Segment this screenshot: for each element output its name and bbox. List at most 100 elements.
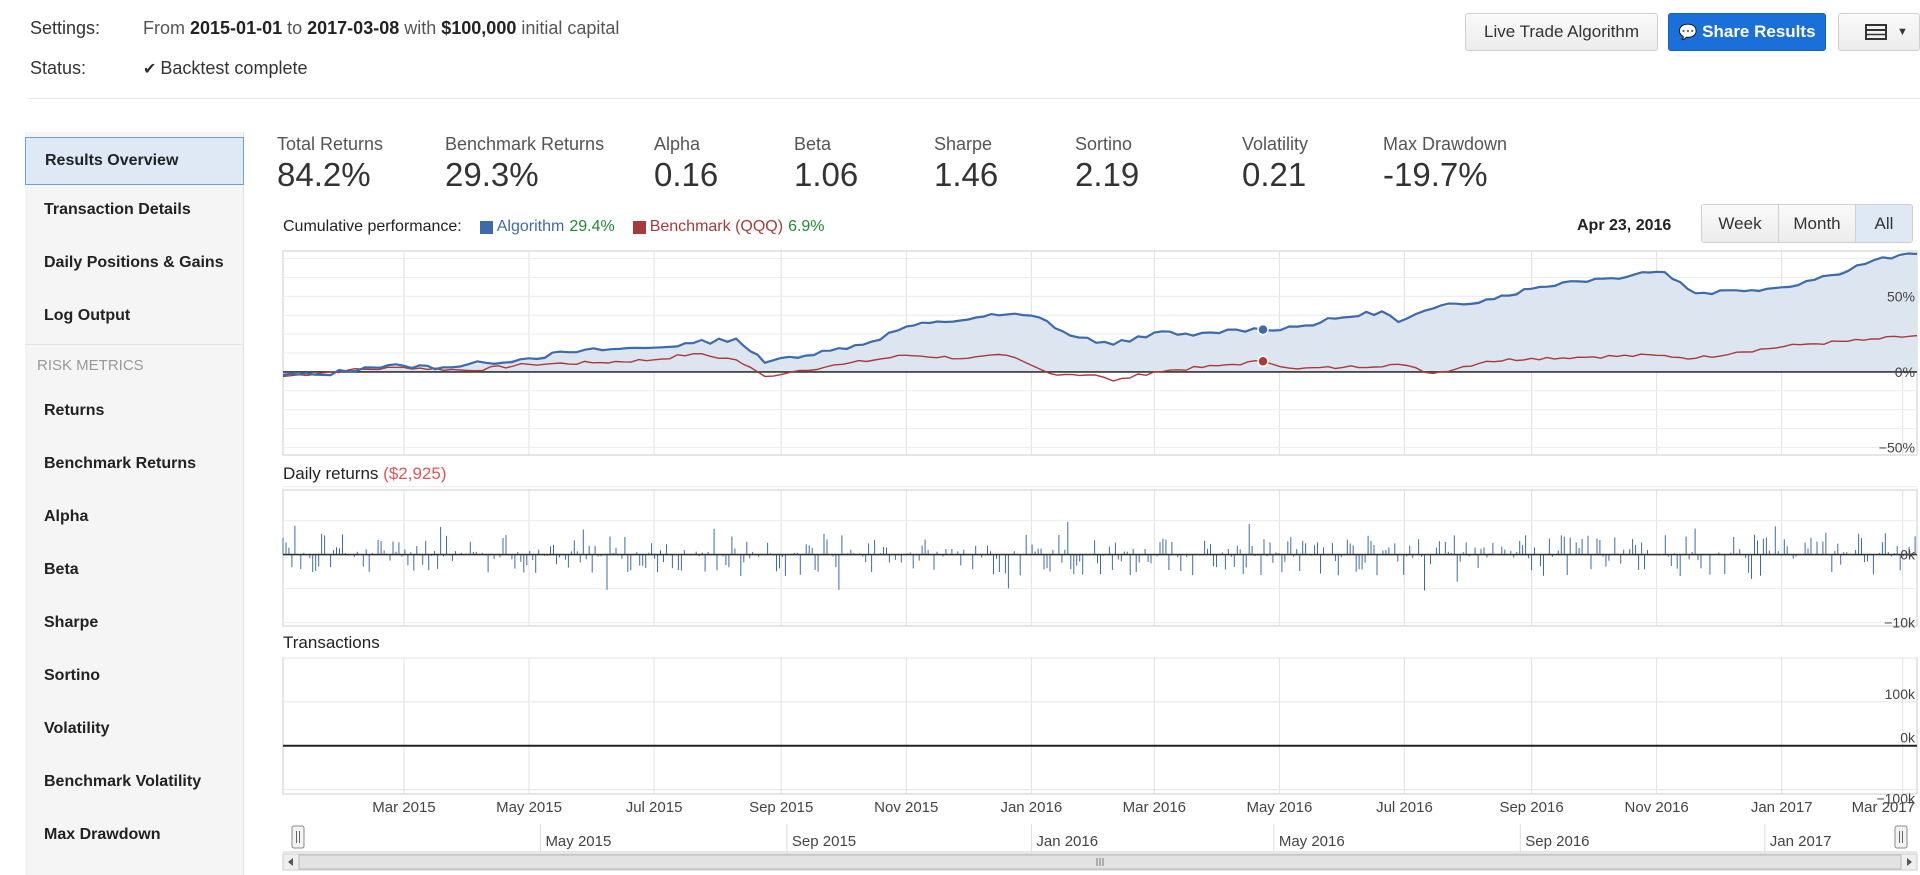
scroll-left-arrow-icon[interactable] <box>288 858 293 866</box>
x-axis-tick: Jan 2017 <box>1751 799 1813 816</box>
sidebar-item-beta[interactable]: Beta <box>44 561 79 578</box>
sidebar-item-volatility[interactable]: Volatility <box>44 720 110 737</box>
chevron-down-icon: ▼ <box>1897 26 1908 38</box>
metric-label: Total Returns <box>277 134 384 154</box>
daily-returns-label: Daily returns <box>283 464 379 483</box>
daily-returns-value: ($2,925) <box>383 464 447 483</box>
metric-beta: Beta 1.06 <box>794 134 858 194</box>
cumulative-y-tick: 0% <box>1895 364 1915 380</box>
x-axis-tick: May 2016 <box>1246 799 1312 816</box>
sidebar-item-sortino[interactable]: Sortino <box>44 667 100 684</box>
daily-returns-y-tick: 0k <box>1900 547 1916 563</box>
metric-alpha: Alpha 0.16 <box>654 134 718 194</box>
algorithm-line <box>282 252 1918 377</box>
navigator-tick: May 2016 <box>1279 833 1345 850</box>
metric-value: 0.21 <box>1242 156 1307 193</box>
chat-bubbles-icon: 💬 <box>1678 24 1698 41</box>
x-axis-tick: Jul 2015 <box>626 799 683 816</box>
legend-benchmark-value: 6.9% <box>788 218 825 235</box>
x-axis-tick: Mar 2015 <box>372 799 435 816</box>
sidebar-item-transaction-details[interactable]: Transaction Details <box>44 201 191 218</box>
metric-label: Sortino <box>1075 134 1133 154</box>
cumulative-y-tick: −50% <box>1879 439 1915 455</box>
x-axis-tick: May 2015 <box>496 799 562 816</box>
range-month-button[interactable]: Month <box>1779 205 1856 242</box>
scroll-right-arrow-icon[interactable] <box>1907 858 1912 866</box>
transactions-y-tick: −100k <box>1876 791 1916 807</box>
sidebar: Results Overview Transaction Details Daily… <box>25 132 244 875</box>
navigator-left-handle[interactable] <box>291 825 305 849</box>
x-axis-tick: Mar 2017 <box>1852 799 1915 816</box>
legend-algorithm-name[interactable]: Algorithm <box>496 218 565 235</box>
sidebar-item-sharpe[interactable]: Sharpe <box>44 614 99 631</box>
algorithm-hover-marker <box>1257 323 1269 336</box>
table-menu-icon <box>1865 24 1887 40</box>
navigator-tick: Sep 2015 <box>792 833 856 850</box>
metric-label: Beta <box>794 134 832 154</box>
x-axis-tick: Nov 2015 <box>874 799 938 816</box>
range-all-button[interactable]: All <box>1856 205 1912 242</box>
start-date: 2015-01-01 <box>190 18 283 38</box>
chart-panel-3 <box>282 657 1918 795</box>
sidebar-item-alpha[interactable]: Alpha <box>44 508 89 525</box>
sidebar-item-returns[interactable]: Returns <box>44 402 105 419</box>
x-axis-tick: Mar 2016 <box>1123 799 1186 816</box>
risk-metrics-heading: RISK METRICS <box>37 357 144 374</box>
navigator-right-handle[interactable] <box>1894 825 1908 849</box>
metric-value: 84.2% <box>277 156 371 193</box>
sidebar-item-benchmark-volatility[interactable]: Benchmark Volatility <box>44 773 202 790</box>
sidebar-item-daily-positions-gains[interactable]: Daily Positions & Gains <box>44 254 224 271</box>
status-value: ✔ Backtest complete <box>143 58 307 79</box>
share-results-label: Share Results <box>1702 22 1816 41</box>
cumulative-legend: Cumulative performance: Algorithm 29.4% … <box>283 218 825 236</box>
x-axis-tick: Jul 2016 <box>1376 799 1433 816</box>
metric-value: 0.16 <box>654 156 719 193</box>
range-selector: Week Month All <box>1701 204 1913 243</box>
status-text: Backtest complete <box>160 58 308 78</box>
view-menu-button[interactable]: ▼ <box>1838 13 1920 51</box>
metric-max-drawdown: Max Drawdown -19.7% <box>1383 134 1507 194</box>
metric-value: -19.7% <box>1383 156 1488 193</box>
transactions-y-tick: 0k <box>1900 730 1916 746</box>
x-axis-tick: Jan 2016 <box>1000 799 1062 816</box>
x-axis-tick: Sep 2015 <box>749 799 813 816</box>
capital-suffix: initial capital <box>521 18 620 38</box>
metric-value: 29.3% <box>445 156 539 193</box>
metric-label: Volatility <box>1242 134 1309 154</box>
navigator-tick: May 2015 <box>545 833 611 850</box>
share-results-button[interactable]: 💬 Share Results <box>1668 13 1826 51</box>
to-word: to <box>287 18 303 38</box>
sidebar-separator <box>25 344 244 345</box>
benchmark-hover-marker <box>1257 355 1269 368</box>
settings-label: Settings: <box>30 18 101 38</box>
sidebar-item-results-overview[interactable]: Results Overview <box>25 137 244 185</box>
settings-summary: From 2015-01-01 to 2017-03-08 with $100,… <box>143 18 619 39</box>
sidebar-item-log-output[interactable]: Log Output <box>44 307 131 324</box>
sidebar-item-max-drawdown[interactable]: Max Drawdown <box>44 826 161 843</box>
check-icon: ✔ <box>143 61 157 78</box>
metric-sharpe: Sharpe 1.46 <box>934 134 998 194</box>
metric-label: Benchmark Returns <box>445 134 605 154</box>
navigator-tick: Sep 2016 <box>1525 833 1589 850</box>
metric-benchmark-returns: Benchmark Returns 29.3% <box>445 134 604 194</box>
metric-sortino: Sortino 2.19 <box>1075 134 1139 194</box>
with-word: with <box>404 18 437 38</box>
navigator-tick: Jan 2017 <box>1770 833 1832 850</box>
end-date: 2017-03-08 <box>307 18 400 38</box>
algorithm-swatch <box>479 220 493 234</box>
benchmark-line <box>282 334 1918 382</box>
legend-benchmark-name[interactable]: Benchmark (QQQ) <box>649 218 784 235</box>
daily-returns-title: Daily returns ($2,925) <box>283 464 446 484</box>
range-week-button[interactable]: Week <box>1702 205 1779 242</box>
live-trade-button[interactable]: Live Trade Algorithm <box>1465 13 1658 51</box>
sidebar-item-benchmark-returns[interactable]: Benchmark Returns <box>44 455 197 472</box>
hover-date: Apr 23, 2016 <box>1577 217 1672 234</box>
metric-value: 1.46 <box>934 156 999 193</box>
status-label: Status: <box>30 58 87 78</box>
metric-value: 2.19 <box>1075 156 1140 193</box>
from-word: From <box>143 18 185 38</box>
algorithm-area <box>283 254 1917 375</box>
transactions-title: Transactions <box>283 633 380 652</box>
initial-capital: $100,000 <box>441 18 517 38</box>
